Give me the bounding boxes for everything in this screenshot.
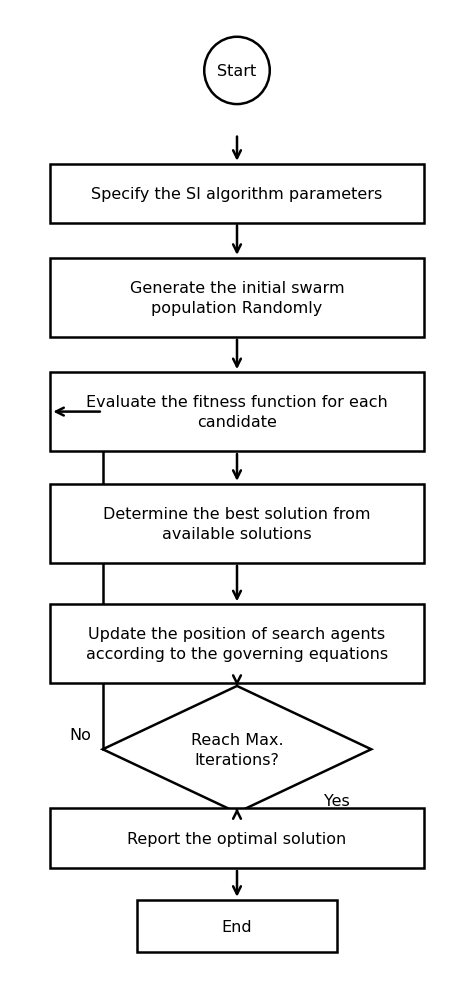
Bar bbox=[50, 604, 424, 683]
Text: Start: Start bbox=[218, 64, 256, 79]
Polygon shape bbox=[103, 686, 371, 812]
Text: Specify the SI algorithm parameters: Specify the SI algorithm parameters bbox=[91, 186, 383, 202]
Bar bbox=[50, 484, 424, 563]
Bar bbox=[50, 809, 424, 868]
Text: Yes: Yes bbox=[324, 793, 350, 808]
Text: End: End bbox=[222, 919, 252, 934]
Text: Determine the best solution from
available solutions: Determine the best solution from availab… bbox=[103, 507, 371, 541]
Text: Reach Max.
Iterations?: Reach Max. Iterations? bbox=[191, 733, 283, 767]
Bar bbox=[50, 258, 424, 337]
Text: Evaluate the fitness function for each
candidate: Evaluate the fitness function for each c… bbox=[86, 394, 388, 430]
Text: Report the optimal solution: Report the optimal solution bbox=[128, 831, 346, 846]
Text: Update the position of search agents
according to the governing equations: Update the position of search agents acc… bbox=[86, 627, 388, 662]
Bar bbox=[50, 373, 424, 452]
Bar bbox=[50, 165, 424, 224]
Ellipse shape bbox=[204, 37, 270, 105]
Text: Generate the initial swarm
population Randomly: Generate the initial swarm population Ra… bbox=[130, 281, 344, 316]
Text: No: No bbox=[69, 727, 91, 742]
Bar bbox=[137, 899, 337, 952]
